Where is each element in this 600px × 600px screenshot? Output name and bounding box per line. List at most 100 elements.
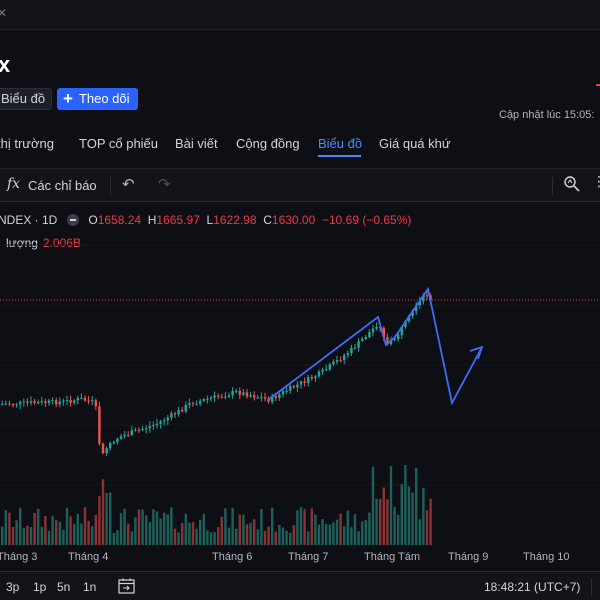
price-chart[interactable] — [0, 205, 600, 550]
volume-bar — [425, 510, 429, 545]
candle-body — [382, 327, 385, 338]
volume-bar — [382, 487, 385, 545]
volume-bar — [350, 527, 353, 545]
volume-bar — [242, 514, 245, 545]
tab-market[interactable]: thị trường — [0, 136, 54, 151]
volume-bar — [224, 508, 227, 545]
volume-bar — [335, 519, 339, 545]
redo-icon[interactable]: ↷ — [158, 176, 171, 193]
volume-bar — [11, 526, 15, 545]
volume-bar — [83, 507, 87, 545]
candle-body — [4, 403, 7, 405]
candle-body — [141, 428, 144, 430]
arrow-head-icon — [469, 345, 484, 360]
volume-bar — [73, 523, 76, 545]
candle-body — [11, 404, 15, 406]
candle-body — [163, 420, 166, 422]
zoom-icon[interactable] — [563, 175, 581, 193]
volume-bar — [19, 507, 22, 545]
candle-body — [231, 391, 234, 396]
follow-button[interactable]: + Theo dõi — [57, 88, 138, 110]
tab-community[interactable]: Cộng đồng — [236, 136, 300, 151]
volume-bar — [253, 519, 256, 545]
volume-bar — [281, 527, 285, 545]
bottom-divider — [591, 578, 592, 596]
candle-body — [191, 403, 195, 405]
volume-bar — [206, 530, 209, 545]
candle-body — [289, 386, 292, 391]
trend-annotation — [267, 286, 483, 406]
time-axis: Tháng 3 Tháng 4 Tháng 6 Tháng 7 Tháng Tá… — [0, 551, 600, 569]
candle-body — [278, 394, 281, 398]
volume-bar — [152, 509, 155, 545]
x-tick: Tháng Tám — [364, 551, 421, 563]
volume-bar — [199, 519, 202, 545]
volume-bar — [181, 522, 184, 545]
range-1m[interactable]: 1p — [33, 580, 47, 594]
indicators-button[interactable]: Các chỉ báo — [28, 178, 97, 193]
volume-bar — [368, 512, 371, 545]
candle-body — [195, 403, 198, 405]
tab-top-stocks[interactable]: TOP cổ phiếu — [79, 136, 159, 151]
chart-button[interactable]: Biểu đồ — [0, 88, 53, 110]
symbol-label[interactable]: NDEX · 1D — [0, 213, 58, 227]
x-tick: Tháng 7 — [288, 551, 329, 563]
volume-bar — [8, 512, 11, 545]
date-range-icon[interactable] — [118, 578, 135, 594]
range-3m[interactable]: 3p — [6, 580, 20, 594]
candle-body — [317, 371, 321, 377]
candle-body — [15, 404, 18, 406]
candle-body — [335, 359, 339, 362]
volume-bar — [209, 532, 213, 545]
candle-body — [109, 442, 112, 449]
candle-body — [173, 413, 177, 415]
tab-price-history[interactable]: Giá quá khứ — [379, 136, 451, 151]
close-icon[interactable]: ✕ — [0, 6, 8, 20]
volume-bar — [217, 526, 220, 545]
x-tick: Tháng 3 — [0, 551, 38, 563]
candle-body — [224, 396, 227, 398]
volume-bar — [173, 528, 177, 545]
volume-bar — [361, 521, 364, 545]
range-5y[interactable]: 5n — [57, 580, 71, 594]
volume-bar — [371, 466, 375, 545]
candle-body — [112, 442, 115, 444]
more-icon[interactable]: ⋮ — [592, 173, 600, 189]
volume-bar — [109, 492, 112, 545]
volume-bar — [177, 532, 180, 545]
volume-bar — [404, 465, 407, 545]
volume-bar — [346, 510, 349, 545]
candle-body — [411, 311, 414, 316]
candle-body — [299, 381, 303, 385]
volume-value: 2.006B — [42, 236, 81, 250]
range-1y[interactable]: 1n — [83, 580, 97, 594]
candle-body — [33, 401, 36, 404]
volume-bar — [278, 524, 281, 545]
current-time: 18:48:21 (UTC+7) — [484, 580, 581, 594]
undo-icon[interactable]: ↶ — [122, 176, 135, 193]
candle-body — [8, 403, 11, 405]
candle-body — [371, 328, 375, 333]
tab-chart[interactable]: Biểu đồ — [318, 136, 363, 151]
tab-articles[interactable]: Bài viết — [175, 136, 218, 151]
candle-body — [249, 395, 252, 397]
volume-bar — [393, 506, 396, 545]
site-logo: x — [0, 52, 11, 77]
candle-body — [177, 409, 180, 415]
volume-bar — [274, 531, 277, 545]
candle-body — [303, 381, 306, 384]
collapse-legend-icon[interactable] — [67, 214, 80, 226]
volume-bar — [94, 514, 97, 545]
candle-body — [213, 395, 216, 398]
candle-body — [353, 347, 357, 349]
x-tick: Tháng 6 — [212, 551, 253, 563]
volume-bar — [37, 508, 40, 545]
volume-bar — [195, 528, 198, 545]
candle-body — [145, 428, 148, 430]
candle-body — [26, 401, 29, 403]
volume-bar — [397, 514, 400, 545]
volume-bar — [317, 524, 321, 545]
indicators-icon[interactable]: fx — [7, 176, 21, 192]
candle-body — [55, 400, 58, 405]
candle-body — [202, 399, 205, 401]
